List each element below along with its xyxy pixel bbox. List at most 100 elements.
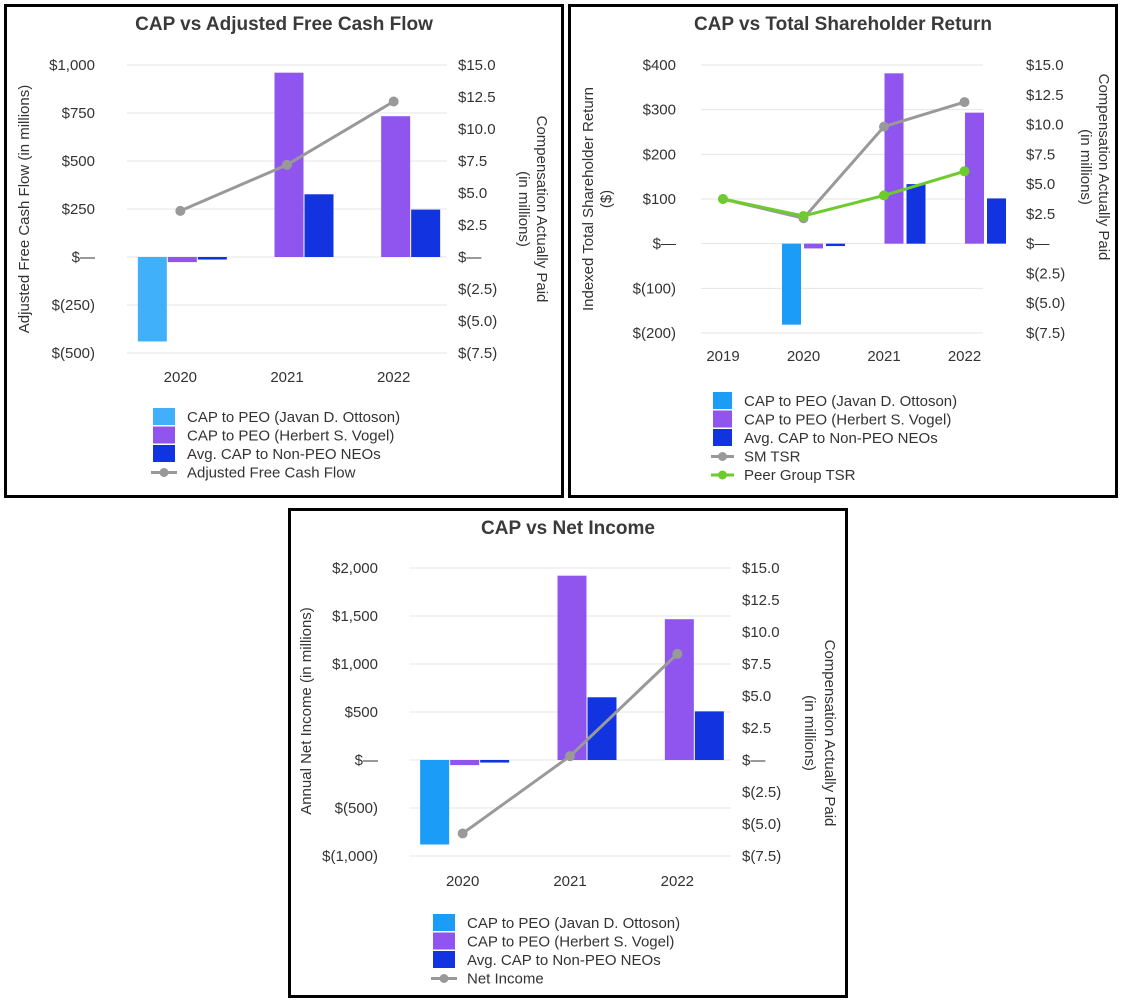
y2-tick-label: $5.0: [1026, 176, 1055, 193]
bar-avg-cap-to-non-peo-neos-2020: [826, 243, 845, 247]
legend-swatch-cap-to-peo-herbert-s-vogel: [713, 410, 732, 428]
chart-panel-free-cash-flow: CAP vs Adjusted Free Cash Flow $(500) $(2…: [4, 4, 564, 498]
y2-tick-label: $10.0: [742, 624, 780, 641]
y-tick-label: $1,500: [332, 608, 378, 625]
legend-label-sm-tsr: SM TSR: [744, 449, 801, 466]
y-tick-label: $2,000: [332, 560, 378, 577]
y-tick-label: $750: [62, 105, 95, 122]
bar-avg-cap-to-non-peo-neos-2021: [906, 184, 926, 244]
chart-svg-tsr: CAP vs Total Shareholder Return $(200) $(…: [580, 14, 1112, 484]
bar-cap-to-peo-javan-d-ottoson-2020: [137, 257, 167, 342]
x-tick-label: 2022: [661, 873, 694, 890]
y2-tick-label: $15.0: [458, 57, 496, 74]
bar-cap-to-peo-herbert-s-vogel-2022: [965, 112, 984, 244]
chart-title: CAP vs Adjusted Free Cash Flow: [135, 14, 433, 35]
legend-label-cap-to-peo-javan-d-ottoson: CAP to PEO (Javan D. Ottoson): [467, 915, 680, 932]
y2-tick-label: $15.0: [1026, 57, 1064, 74]
legend-swatch-cap-to-peo-herbert-s-vogel: [153, 426, 175, 444]
y-tick-label: $(100): [633, 280, 676, 297]
legend-label-adjusted-free-cash-flow: Adjusted Free Cash Flow: [187, 465, 356, 482]
bar-cap-to-peo-herbert-s-vogel-2022: [381, 116, 411, 257]
bar-avg-cap-to-non-peo-neos-2021: [304, 194, 334, 257]
bar-cap-to-peo-herbert-s-vogel-2020: [804, 243, 823, 249]
y2-tick-label: $(5.0): [742, 816, 781, 833]
point-peer-group-tsr-2020: [798, 210, 809, 221]
y-tick-label: $400: [643, 57, 676, 74]
y2-axis-label-line2: (in millions): [1077, 129, 1094, 205]
chart-panel-tsr: CAP vs Total Shareholder Return $(200) $(…: [568, 4, 1118, 498]
legend-label-cap-to-peo-javan-d-ottoson: CAP to PEO (Javan D. Ottoson): [187, 409, 400, 426]
legend-label-cap-to-peo-herbert-s-vogel: CAP to PEO (Herbert S. Vogel): [187, 428, 394, 445]
y2-tick-label: $(7.5): [458, 345, 497, 362]
bar-avg-cap-to-non-peo-neos-2022: [411, 209, 441, 257]
y-axis-label-line2: ($): [598, 190, 615, 208]
y2-tick-label: $(2.5): [742, 784, 781, 801]
y-tick-label: $(500): [52, 345, 95, 362]
plot-area: $(1,000) $(500) $— $500 $1,000 $1,500 $2,000 $(…: [298, 560, 838, 988]
chart-svg-free-cash-flow: CAP vs Adjusted Free Cash Flow $(500) $(2…: [16, 14, 550, 482]
point-net-income-2020: [457, 828, 468, 839]
y2-tick-label: $7.5: [742, 656, 771, 673]
legend-swatch-cap-to-peo-javan-d-ottoson: [153, 408, 175, 425]
y-tick-label: $100: [643, 191, 676, 208]
x-tick-label: 2020: [787, 348, 820, 365]
y-tick-label: $250: [62, 201, 95, 218]
legend-swatch-avg-cap-to-non-peo-neos: [433, 951, 455, 968]
point-net-income-2021: [565, 751, 575, 762]
bar-cap-to-peo-javan-d-ottoson-2020: [420, 760, 450, 845]
bar-avg-cap-to-non-peo-neos-2022: [987, 198, 1006, 244]
bar-avg-cap-to-non-peo-neos-2022: [694, 711, 724, 760]
y2-tick-label: $5.0: [458, 185, 487, 202]
legend-label-net-income: Net Income: [467, 971, 544, 988]
y2-tick-label: $(7.5): [742, 848, 781, 865]
legend-marker-adjusted-free-cash-flow: [159, 468, 169, 477]
y2-axis-label-line2: (in millions): [515, 171, 532, 247]
legend-marker-net-income: [439, 974, 449, 983]
line-peer-group-tsr: [722, 169, 965, 218]
y-tick-label: $(200): [633, 325, 676, 342]
y2-tick-label: $(7.5): [1026, 325, 1065, 342]
y2-tick-label: $—: [458, 249, 481, 266]
y2-tick-label: $2.5: [458, 217, 487, 234]
point-sm-tsr-2022: [959, 97, 970, 108]
y2-tick-label: $2.5: [742, 720, 771, 737]
bar-cap-to-peo-herbert-s-vogel-2022: [664, 619, 694, 760]
y2-tick-label: $7.5: [458, 153, 487, 170]
y2-tick-label: $—: [742, 752, 765, 769]
y-tick-label: $—: [653, 236, 676, 253]
chart-title: CAP vs Total Shareholder Return: [694, 14, 992, 35]
y-axis-label: Adjusted Free Cash Flow (in millions): [16, 85, 33, 333]
x-tick-label: 2021: [270, 369, 303, 386]
x-tick-label: 2019: [706, 348, 739, 365]
point-sm-tsr-2021: [879, 121, 889, 132]
y2-tick-label: $12.5: [458, 89, 496, 106]
y-tick-label: $500: [345, 704, 378, 721]
point-adjusted-free-cash-flow-2021: [282, 159, 292, 170]
line-sm-tsr: [722, 100, 965, 220]
point-peer-group-tsr-2019: [718, 194, 728, 204]
x-tick-label: 2020: [164, 369, 197, 386]
point-adjusted-free-cash-flow-2020: [175, 205, 186, 216]
bar-avg-cap-to-non-peo-neos-2021: [587, 697, 617, 760]
point-net-income-2022: [672, 648, 683, 659]
y2-axis-label-line1: Compensation Actually Paid: [821, 640, 838, 827]
y2-tick-label: $5.0: [742, 688, 771, 705]
legend-label-peer-group-tsr: Peer Group TSR: [744, 467, 856, 484]
bar-cap-to-peo-herbert-s-vogel-2021: [557, 575, 587, 760]
x-tick-label: 2022: [948, 348, 981, 365]
bar-avg-cap-to-non-peo-neos-2020: [197, 257, 227, 260]
y2-tick-label: $—: [1026, 236, 1049, 253]
y-axis-label: Annual Net Income (in millions): [298, 607, 315, 815]
y-tick-label: $(500): [335, 800, 378, 817]
y-tick-label: $1,000: [332, 656, 378, 673]
legend-label-avg-cap-to-non-peo-neos: Avg. CAP to Non-PEO NEOs: [187, 446, 381, 463]
y-tick-label: $—: [355, 752, 378, 769]
legend-label-cap-to-peo-herbert-s-vogel: CAP to PEO (Herbert S. Vogel): [467, 934, 674, 951]
legend-label-cap-to-peo-javan-d-ottoson: CAP to PEO (Javan D. Ottoson): [744, 393, 957, 410]
x-tick-label: 2020: [446, 873, 479, 890]
y2-tick-label: $10.0: [1026, 117, 1064, 134]
x-tick-label: 2022: [377, 369, 410, 386]
x-tick-label: 2021: [553, 873, 586, 890]
y-tick-label: $(1,000): [322, 848, 378, 865]
legend-marker-sm-tsr: [718, 452, 727, 461]
